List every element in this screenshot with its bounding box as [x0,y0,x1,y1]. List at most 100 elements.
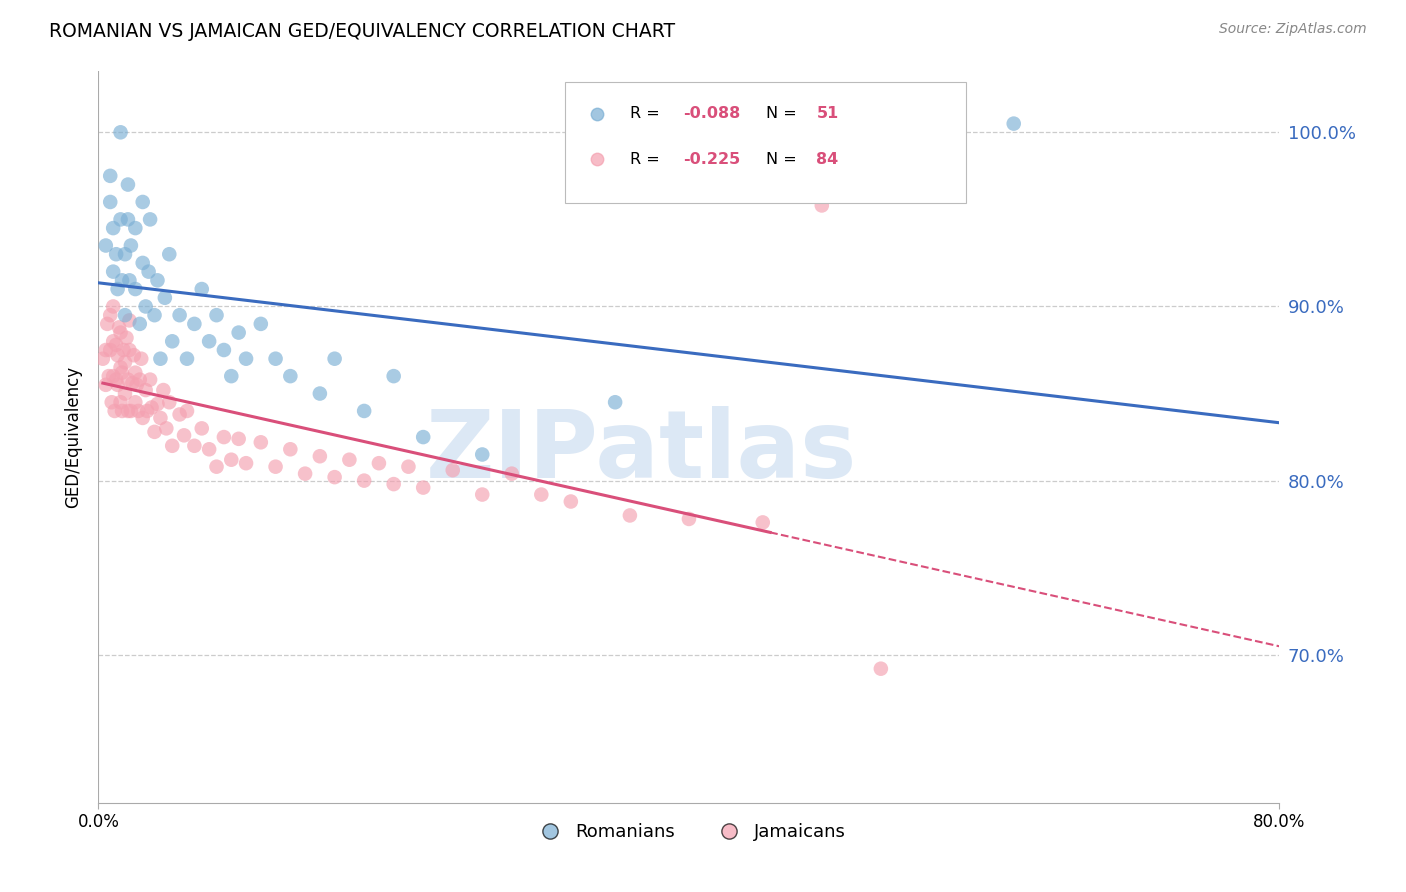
Point [124,366,146,380]
Point [118,313,141,327]
Point [103,300,125,314]
Point [94,377,117,392]
Point [117,404,139,418]
Point [94,238,117,252]
Point [169,408,191,422]
Point [382,477,405,491]
Point [309,386,332,401]
Point [309,449,332,463]
Point [228,432,250,446]
Point [104,404,127,418]
Point [368,456,391,470]
Point [619,508,641,523]
Point [228,326,250,340]
Point [107,348,129,362]
Text: -0.088: -0.088 [683,106,741,121]
Point [103,221,125,235]
Point [441,463,464,477]
Point [111,404,134,418]
Point [146,397,169,411]
Text: N =: N = [766,152,801,167]
Point [221,369,243,384]
Point [191,282,214,296]
Point [120,238,142,252]
Point [149,411,172,425]
Point [176,404,198,418]
Legend: Romanians, Jamaicans: Romanians, Jamaicans [524,816,853,848]
Text: R =: R = [630,152,665,167]
Point [138,265,160,279]
Point [143,308,166,322]
Point [398,459,420,474]
Point [132,256,155,270]
Point [162,439,183,453]
Point [294,467,316,481]
Point [135,300,157,314]
Point [122,348,145,362]
Point [143,425,166,439]
Point [339,452,361,467]
Point [212,343,235,357]
Point [162,334,183,349]
Point [1002,117,1025,131]
Point [353,474,375,488]
Point [280,442,302,457]
Point [382,369,405,384]
Point [103,265,125,279]
Point [183,439,205,453]
Point [128,317,150,331]
Point [323,351,346,366]
Text: R =: R = [630,106,665,121]
Point [605,395,627,409]
Point [111,366,134,380]
Point [110,326,132,340]
Point [212,430,235,444]
Point [115,331,138,345]
Point [173,428,195,442]
Point [678,512,700,526]
Point [176,351,198,366]
Point [98,343,121,357]
Point [107,282,129,296]
Point [124,221,146,235]
Point [124,282,146,296]
Point [112,343,135,357]
Text: 84: 84 [817,152,839,167]
Point [198,334,221,349]
Point [870,662,893,676]
Point [412,430,434,444]
Text: 51: 51 [817,106,839,121]
Point [127,404,149,418]
Point [105,373,128,387]
Point [105,247,128,261]
Point [501,467,523,481]
Point [412,481,434,495]
Point [110,395,132,409]
Point [471,448,494,462]
Point [114,247,136,261]
Point [108,320,131,334]
Point [153,291,176,305]
Point [141,401,163,415]
Point [264,459,287,474]
Point [149,351,172,366]
Point [135,383,157,397]
Point [136,404,159,418]
Point [114,355,136,369]
Text: -0.225: -0.225 [683,152,741,167]
Point [752,516,775,530]
Point [132,411,155,425]
Point [94,343,117,357]
Point [117,212,139,227]
Point [121,376,143,390]
Point [264,351,287,366]
Point [471,487,494,501]
Point [105,338,128,352]
Point [125,377,148,392]
Text: N =: N = [766,106,801,121]
Point [117,178,139,192]
Point [118,343,141,357]
Point [100,395,122,409]
Point [96,317,118,331]
Point [110,125,132,139]
